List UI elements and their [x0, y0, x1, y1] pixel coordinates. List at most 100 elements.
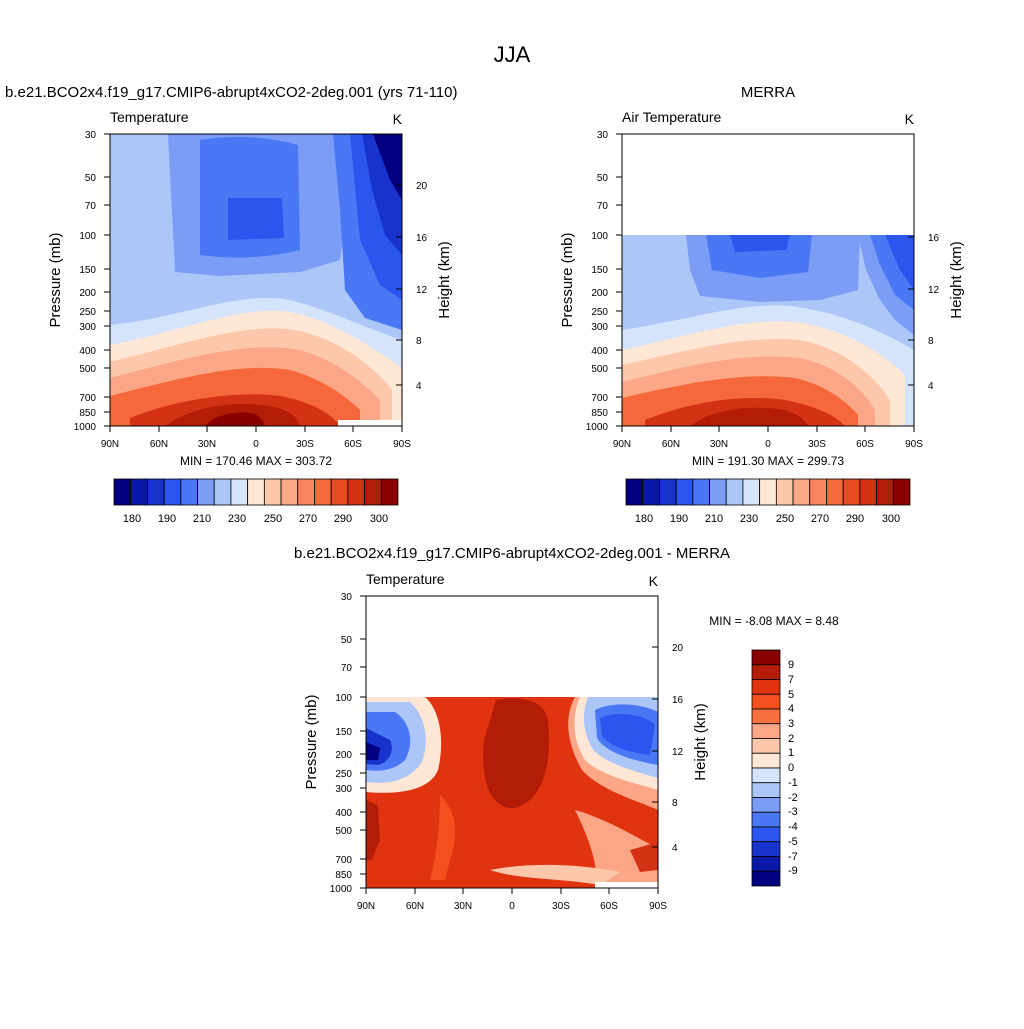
- y2tick-label: 8: [928, 336, 934, 347]
- colorbar-swatch: [280, 478, 299, 506]
- colorbar-swatch: [751, 841, 781, 857]
- colorbar-swatch: [692, 478, 710, 506]
- ytick-label: 700: [335, 855, 352, 866]
- colorbar-swatch: [297, 478, 315, 506]
- model-y2ticks: 20 16 12 8 4: [396, 181, 428, 392]
- diff-contour-field: [366, 697, 658, 888]
- colorbar-swatch: [642, 478, 660, 506]
- model-fill-200: [200, 136, 300, 258]
- ytick-label: 700: [79, 393, 96, 404]
- colorbar-label: -5: [788, 836, 798, 848]
- xtick-label: 60S: [600, 901, 618, 912]
- figure-title: JJA: [494, 42, 531, 67]
- model-ylabel: Pressure (mb): [47, 232, 64, 327]
- ytick-label: 250: [591, 307, 608, 318]
- ytick-label: 30: [85, 130, 97, 141]
- ytick-label: 100: [591, 231, 608, 242]
- colorbar-label: 270: [299, 513, 317, 525]
- colorbar-label: 270: [811, 513, 829, 525]
- panel-diff-variable: Temperature: [366, 571, 445, 587]
- colorbar-swatch: [751, 797, 781, 813]
- diff-y2label: Height (km): [692, 703, 709, 781]
- xtick-label: 60N: [150, 439, 168, 450]
- xtick-label: 30S: [296, 439, 314, 450]
- colorbar-swatch: [751, 811, 781, 828]
- obs-y2label: Height (km): [948, 241, 965, 319]
- xtick-label: 90S: [393, 439, 411, 450]
- colorbar-swatch: [213, 478, 232, 506]
- colorbar-swatch: [759, 478, 777, 506]
- panel-model-title: b.e21.BCO2x4.f19_g17.CMIP6-abrupt4xCO2-2…: [5, 84, 457, 101]
- diff-fill-7-tropics: [483, 698, 550, 809]
- colorbar-label: 290: [846, 513, 864, 525]
- y2tick-label: 4: [672, 843, 678, 854]
- panel-diff-title: b.e21.BCO2x4.f19_g17.CMIP6-abrupt4xCO2-2…: [294, 545, 730, 562]
- ytick-label: 400: [591, 346, 608, 357]
- colorbar-label: -9: [788, 865, 798, 877]
- obs-colorbar-labels: 180 190 210 230 250 270 290 300: [635, 513, 900, 525]
- obs-min-max: MIN = 191.30 MAX = 299.73: [692, 454, 844, 468]
- ytick-label: 1000: [586, 422, 609, 433]
- colorbar-swatch: [742, 478, 761, 506]
- colorbar-swatch: [147, 478, 165, 506]
- obs-yticks: 30 50 70 100 150 200 250 300 400 500 700…: [586, 130, 622, 433]
- colorbar-swatch: [197, 478, 215, 506]
- ytick-label: 300: [79, 322, 96, 333]
- panel-diff: b.e21.BCO2x4.f19_g17.CMIP6-abrupt4xCO2-2…: [294, 545, 839, 912]
- ytick-label: 200: [79, 288, 96, 299]
- colorbar-swatch: [675, 478, 694, 506]
- colorbar-swatch: [230, 478, 249, 506]
- y2tick-label: 8: [672, 798, 678, 809]
- xtick-label: 90N: [357, 901, 375, 912]
- colorbar-label: 230: [228, 513, 246, 525]
- ytick-label: 50: [597, 173, 609, 184]
- diff-colorbar: [751, 649, 781, 887]
- ytick-label: 50: [341, 635, 353, 646]
- colorbar-swatch: [876, 478, 894, 506]
- colorbar-swatch: [659, 478, 677, 506]
- ytick-label: 70: [597, 201, 609, 212]
- colorbar-label: -2: [788, 792, 798, 804]
- colorbar-swatch: [859, 478, 877, 506]
- xtick-label: 60N: [406, 901, 424, 912]
- ytick-label: 100: [79, 231, 96, 242]
- xtick-label: 60S: [344, 439, 362, 450]
- colorbar-label: 210: [193, 513, 211, 525]
- ytick-label: 250: [79, 307, 96, 318]
- obs-y2ticks: 16 12 8 4: [908, 233, 940, 392]
- colorbar-swatch: [751, 664, 781, 680]
- ytick-label: 1000: [330, 884, 353, 895]
- ytick-label: 850: [591, 408, 608, 419]
- obs-colorbar: [625, 478, 911, 506]
- diff-xticks: 90N 60N 30N 0 30S 60S 90S: [357, 888, 667, 912]
- colorbar-label: -4: [788, 821, 798, 833]
- colorbar-swatch: [163, 478, 182, 506]
- colorbar-swatch: [751, 752, 781, 769]
- colorbar-label: -7: [788, 851, 798, 863]
- ytick-label: 30: [597, 130, 609, 141]
- panel-model-units: K: [393, 111, 403, 127]
- diff-fill-7-north: [366, 800, 380, 860]
- obs-contour-field: [622, 235, 914, 426]
- xtick-label: 90S: [905, 439, 923, 450]
- diff-fill-4-north: [430, 795, 456, 880]
- colorbar-swatch: [247, 478, 265, 506]
- colorbar-label: 250: [776, 513, 794, 525]
- y2tick-label: 8: [416, 336, 422, 347]
- obs-xticks: 90N 60N 30N 0 30S 60S 90S: [613, 426, 923, 450]
- ytick-label: 70: [341, 663, 353, 674]
- colorbar-label: 230: [740, 513, 758, 525]
- colorbar-swatch: [263, 478, 282, 506]
- ytick-label: 200: [335, 750, 352, 761]
- xtick-label: 30N: [198, 439, 216, 450]
- ytick-label: 100: [335, 693, 352, 704]
- model-fill-303: [205, 412, 265, 426]
- colorbar-label: 300: [882, 513, 900, 525]
- diff-colorbar-labels: 9 7 5 4 3 2 1 0 -1 -2 -3 -4 -5 -7 -9: [788, 659, 798, 877]
- colorbar-swatch: [130, 478, 148, 506]
- ytick-label: 400: [79, 346, 96, 357]
- xtick-label: 90N: [101, 439, 119, 450]
- xtick-label: 90S: [649, 901, 667, 912]
- colorbar-swatch: [364, 478, 382, 506]
- diff-ylabel: Pressure (mb): [303, 694, 320, 789]
